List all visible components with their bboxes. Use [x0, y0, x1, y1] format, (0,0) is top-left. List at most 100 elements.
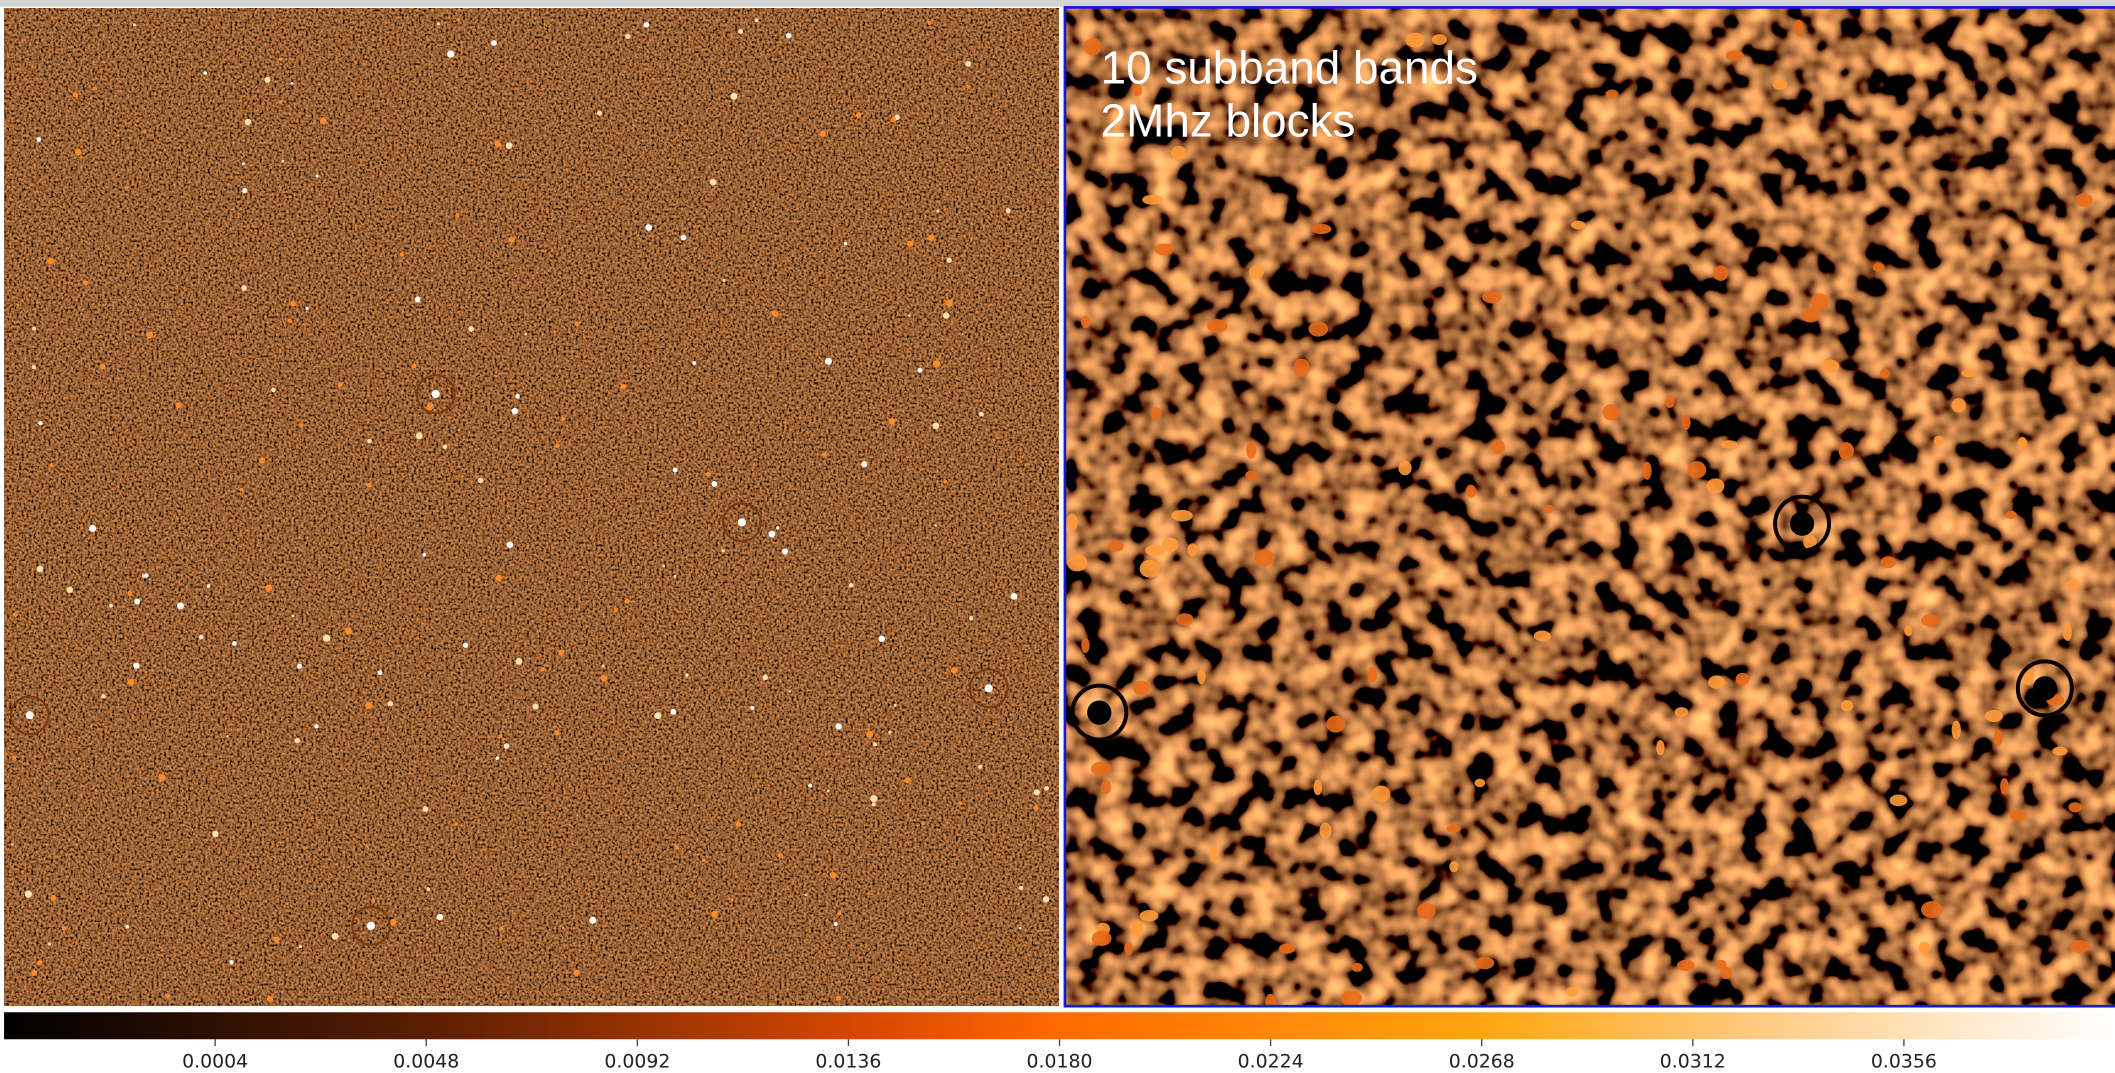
source-dot	[365, 702, 372, 709]
source-dot	[1033, 805, 1038, 810]
source-blob	[1952, 721, 1961, 740]
source-blob	[1873, 263, 1885, 272]
source-dot	[366, 483, 371, 488]
source-dot	[625, 34, 630, 39]
source-dot	[242, 162, 245, 165]
source-dot	[305, 307, 308, 310]
source-dot	[62, 926, 67, 931]
source-dot	[299, 945, 302, 948]
source-dot	[614, 608, 618, 612]
source-dot	[844, 242, 847, 245]
source-dot	[515, 394, 520, 399]
source-blob	[1603, 404, 1620, 420]
source-blob	[1154, 243, 1173, 255]
source-blob	[1124, 942, 1133, 955]
source-blob	[1341, 990, 1362, 1006]
source-dot	[966, 85, 970, 89]
source-blob	[2067, 579, 2080, 590]
source-blob	[1642, 462, 1651, 480]
source-dot	[1006, 208, 1011, 213]
source-dot	[894, 704, 897, 707]
source-dot	[73, 92, 78, 97]
source-dot	[422, 553, 426, 557]
source-dot	[274, 937, 280, 943]
source-blob	[1880, 556, 1896, 568]
source-blob	[1207, 319, 1227, 333]
source-blob	[2068, 802, 2082, 812]
source-blob	[1398, 461, 1411, 476]
source-blob	[1254, 550, 1274, 566]
source-dot	[711, 911, 718, 918]
source-dot	[872, 802, 876, 806]
source-dot	[12, 756, 16, 760]
source-blob	[1197, 669, 1205, 684]
source-dot	[83, 280, 88, 285]
source-blob	[1677, 960, 1695, 971]
source-blob	[1934, 436, 1945, 446]
source-blob	[1466, 485, 1477, 498]
source-dot	[237, 728, 240, 731]
colorbar-tick-label: 0.0356	[1871, 1051, 1937, 1073]
source-blob	[2070, 940, 2090, 953]
source-dot	[597, 111, 602, 116]
source-dot	[37, 960, 42, 965]
source-blob	[2006, 511, 2017, 519]
source-dot	[499, 926, 503, 930]
source-dot	[226, 735, 228, 737]
source-blob	[1101, 780, 1111, 794]
source-blob	[1491, 440, 1505, 454]
source-dot	[332, 933, 339, 940]
source-dot	[762, 675, 768, 681]
source-dot	[323, 635, 330, 642]
source-dot	[996, 437, 999, 440]
source-dot	[496, 757, 500, 761]
source-dot	[979, 412, 984, 417]
source-blob	[2052, 747, 2067, 756]
source-dot	[711, 481, 717, 487]
source-dot	[692, 361, 696, 365]
source-dot	[390, 919, 397, 926]
source-blob	[2000, 778, 2009, 795]
source-dot	[176, 402, 182, 408]
source-dot	[710, 179, 717, 186]
source-dot	[574, 322, 579, 327]
source-dot	[271, 388, 275, 392]
source-dot	[212, 831, 218, 837]
source-blob	[1326, 716, 1345, 733]
top-bar	[0, 0, 2115, 7]
source-blob	[1482, 291, 1502, 303]
source-dot	[830, 872, 837, 879]
source-blob	[1725, 50, 1743, 60]
source-dot	[456, 18, 460, 22]
source-dot	[736, 821, 742, 827]
source-blob	[1687, 461, 1706, 478]
source-blob	[1313, 780, 1322, 796]
source-dot	[866, 731, 873, 738]
source-blob	[1372, 785, 1390, 802]
colorbar-tick-label: 0.0004	[182, 1051, 248, 1073]
source-dot	[48, 942, 51, 945]
source-blob	[1171, 510, 1192, 522]
source-dot	[969, 616, 973, 620]
source-blob	[1475, 779, 1486, 788]
source-dot	[133, 23, 136, 26]
source-dot	[37, 566, 44, 573]
source-dot	[908, 314, 910, 316]
source-dot	[291, 301, 296, 306]
source-dot	[685, 674, 688, 677]
source-blob	[1352, 963, 1363, 972]
right-image-noise	[1066, 8, 2115, 1005]
source-blob	[1708, 675, 1725, 689]
source-dot	[755, 18, 759, 22]
source-dot	[506, 142, 513, 149]
source-blob	[2063, 624, 2072, 641]
source-blob	[1475, 957, 1494, 969]
source-blob	[1265, 994, 1275, 1011]
source-dot	[25, 891, 32, 898]
source-dot	[232, 641, 237, 646]
source-blob	[1675, 707, 1689, 717]
source-dot	[946, 300, 953, 307]
source-dot	[525, 333, 527, 335]
source-blob	[1985, 710, 2003, 722]
source-blob	[1890, 794, 1908, 806]
